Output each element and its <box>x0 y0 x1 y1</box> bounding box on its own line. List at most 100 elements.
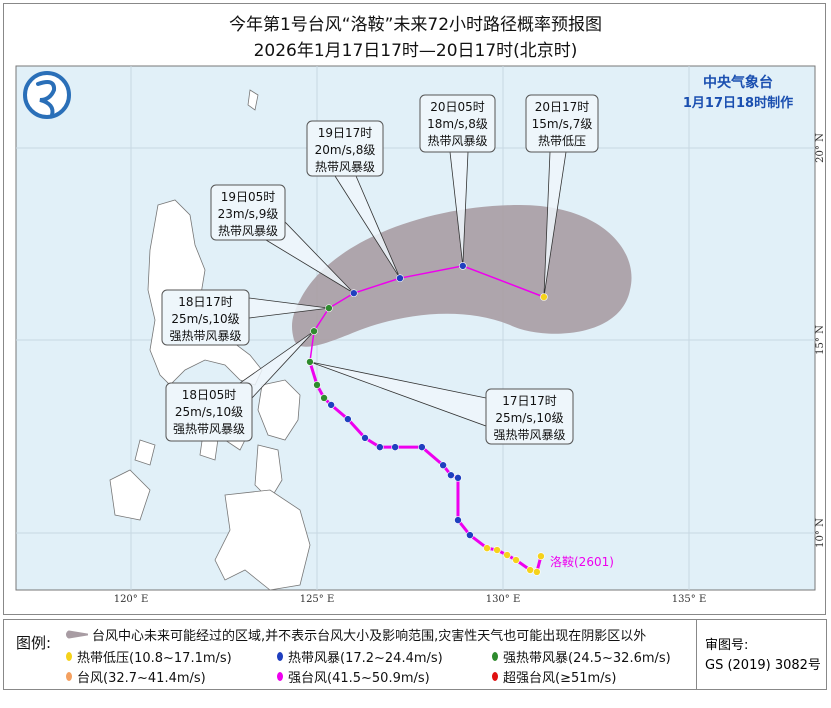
chart-subtitle: 2026年1月17日17时—20日17时(北京时) <box>253 41 578 61</box>
legend-label: 强热带风暴(24.5~32.6m/s) <box>503 651 671 666</box>
forecast-track-point <box>306 358 314 366</box>
callout-wind: 20m/s,8级 <box>315 143 376 157</box>
callout-time: 19日17时 <box>318 126 373 140</box>
forecast-track-point <box>396 274 404 282</box>
legend-item-sts: 强热带风暴(24.5~32.6m/s) <box>492 647 671 666</box>
legend-item-ty: 台风(32.7~41.4m/s) <box>66 667 206 686</box>
past-track-point <box>376 443 384 451</box>
callout-level: 强热带风暴级 <box>169 329 241 343</box>
callout-box <box>419 94 496 153</box>
legend-item-td: 热带低压(10.8~17.1m/s) <box>66 647 232 666</box>
past-track-point <box>313 381 321 389</box>
approval-label: 审图号: <box>705 638 749 653</box>
past-track-point <box>533 568 541 576</box>
map-approval: 审图号: GS (2019) 3082号 <box>697 619 827 690</box>
callout-box <box>525 94 599 153</box>
callout-box <box>210 184 286 241</box>
lon-label: 120° E <box>114 594 149 605</box>
approval-number: GS (2019) 3082号 <box>705 658 821 673</box>
callout-level: 热带风暴级 <box>218 224 278 238</box>
past-track-point <box>344 415 352 423</box>
callout-level: 强热带风暴级 <box>493 428 565 442</box>
legend-label: 热带风暴(17.2~24.4m/s) <box>288 651 443 666</box>
past-track-point <box>454 516 462 524</box>
lat-label: 10° N <box>815 518 826 548</box>
past-track-point <box>418 443 426 451</box>
past-track-point <box>493 546 501 554</box>
callout-box <box>306 120 384 177</box>
callout-time: 18日17时 <box>178 295 233 309</box>
legend-label: 超强台风(≥51m/s) <box>503 671 617 686</box>
callout-level: 热带低压 <box>538 134 586 148</box>
storm-symbol-icon <box>277 672 283 681</box>
past-track-point <box>466 531 474 539</box>
forecast-track-point <box>325 304 333 312</box>
lon-label: 135° E <box>672 594 707 605</box>
legend-item-ts: 热带风暴(17.2~24.4m/s) <box>277 647 443 666</box>
callout-wind: 25m/s,10级 <box>175 405 243 419</box>
past-track-point <box>361 434 369 442</box>
agency-name: 中央气象台 <box>703 74 773 91</box>
past-track-point <box>320 394 328 402</box>
callout-time: 17日17时 <box>502 394 557 408</box>
callout-box <box>161 289 250 346</box>
past-track-point <box>327 401 335 409</box>
storm-symbol-icon <box>492 652 498 661</box>
storm-symbol-icon <box>277 652 283 661</box>
callout-level: 热带风暴级 <box>315 160 375 174</box>
callout-time: 18日05时 <box>182 388 237 402</box>
past-track-point <box>454 474 462 482</box>
legend-cone: 台风中心未来可能经过的区域,并不表示台风大小及影响范围,灾害性天气也可能出现在阴… <box>66 625 646 644</box>
lat-label: 20° N <box>815 133 826 163</box>
callout-box <box>165 382 253 442</box>
forecast-track-point <box>459 262 467 270</box>
storm-symbol-icon <box>492 672 498 681</box>
chart-title: 今年第1号台风“洛鞍”未来72小时路径概率预报图 <box>228 15 603 35</box>
issued-time: 1月17日18时制作 <box>683 95 793 111</box>
callout-level: 强热带风暴级 <box>173 422 245 436</box>
callout-wind: 18m/s,8级 <box>427 117 488 131</box>
legend-label: 强台风(41.5~50.9m/s) <box>288 671 430 686</box>
past-track-point <box>391 443 399 451</box>
callout-wind: 25m/s,10级 <box>171 312 239 326</box>
legend-item-super: 超强台风(≥51m/s) <box>492 667 616 686</box>
callout-wind: 23m/s,9级 <box>218 207 279 221</box>
forecast-track-point <box>310 327 318 335</box>
past-track-point <box>512 556 520 564</box>
callout-level: 热带风暴级 <box>427 134 487 148</box>
callout-time: 19日05时 <box>221 190 276 204</box>
past-track-point <box>537 552 545 560</box>
callout-time: 20日17时 <box>535 100 590 114</box>
lon-label: 125° E <box>300 594 335 605</box>
past-track-point <box>447 471 455 479</box>
legend-label: 热带低压(10.8~17.1m/s) <box>77 651 232 666</box>
forecast-track-point <box>350 289 358 297</box>
agency-logo <box>23 71 71 119</box>
legend-title: 图例: <box>16 634 52 652</box>
map-frame <box>3 3 826 615</box>
sea-area <box>15 65 816 591</box>
past-track-point <box>439 461 447 469</box>
typhoon-map: 17日17时25m/s,10级强热带风暴级18日05时25m/s,10级强热带风… <box>15 65 826 605</box>
past-track-point <box>503 551 511 559</box>
callout-wind: 15m/s,7级 <box>532 117 593 131</box>
callout-box <box>485 388 574 445</box>
cone-icon <box>66 630 88 639</box>
typhoon-name-label: 洛鞍(2601) <box>550 554 614 569</box>
storm-symbol-icon <box>66 672 72 681</box>
legend: 图例: 台风中心未来可能经过的区域,并不表示台风大小及影响范围,灾害性天气也可能… <box>3 619 697 690</box>
callout-time: 20日05时 <box>430 100 485 114</box>
storm-symbol-icon <box>66 652 72 661</box>
lat-label: 15° N <box>815 325 826 355</box>
forecast-track-point <box>540 293 548 301</box>
past-track-point <box>483 544 491 552</box>
legend-item-sty: 强台风(41.5~50.9m/s) <box>277 667 430 686</box>
legend-label: 台风(32.7~41.4m/s) <box>77 671 206 686</box>
